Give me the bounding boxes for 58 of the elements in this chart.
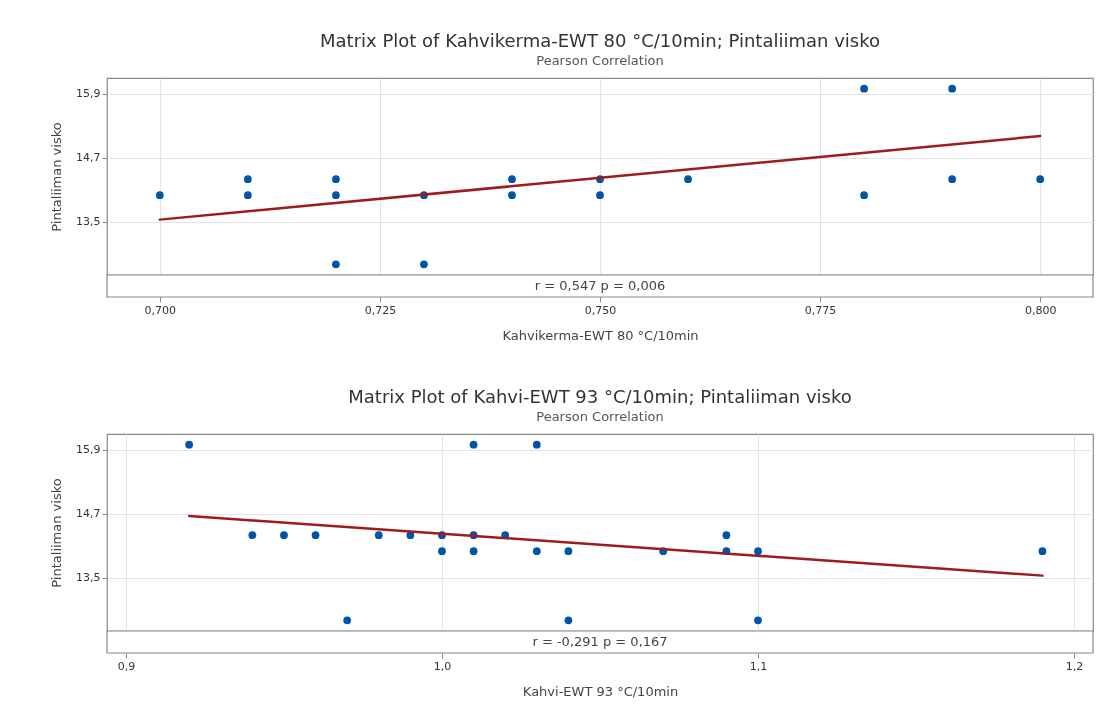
point (684, 175, 692, 184)
point (185, 440, 194, 449)
x-axis-title: Kahvikerma-EWT 80 °C/10min (502, 327, 699, 343)
point (532, 440, 541, 449)
chart-subtitle: Pearson Correlation (536, 409, 664, 424)
point (508, 191, 516, 199)
point (243, 191, 252, 199)
point (564, 547, 573, 555)
x-tick-label: 0,775 (804, 303, 837, 317)
y-tick-label: 14,7 (76, 507, 101, 521)
point (948, 175, 957, 184)
point (469, 547, 478, 555)
y-axis-title: Pintaliiman visko (49, 478, 65, 588)
x-tick-label: 0,800 (1024, 303, 1057, 317)
point (243, 175, 252, 184)
x-axis-title: Kahvi-EWT 93 °C/10min (522, 683, 679, 699)
point (860, 191, 868, 199)
point (948, 84, 957, 93)
x-tick-label: 1,0 (433, 659, 452, 673)
x-tick-label: 0,9 (117, 659, 136, 673)
y-tick-label: 13,5 (76, 571, 101, 585)
x-tick-label: 1,2 (1065, 659, 1084, 673)
point (1038, 547, 1047, 555)
point (596, 191, 604, 199)
text: r = -0,291 p = 0,167 (532, 634, 668, 649)
point (248, 531, 257, 540)
x-tick-label: 0,700 (144, 303, 177, 317)
y-tick-label: 14,7 (76, 151, 101, 165)
point (280, 531, 288, 540)
text: r = 0,547 p = 0,006 (534, 278, 666, 293)
point (374, 531, 383, 540)
point (311, 531, 320, 540)
point (155, 191, 164, 199)
point (438, 547, 446, 555)
point (469, 440, 478, 449)
chart-title: Matrix Plot of Kahvi-EWT 93 °C/10min; Pintaliiman visko (348, 386, 852, 407)
chart-title: Matrix Plot of Kahvikerma-EWT 80 °C/10min; Pintaliiman visko (320, 30, 880, 51)
x-tick-label: 1,1 (749, 659, 768, 673)
x-tick-label: 0,750 (584, 303, 617, 317)
point (332, 175, 340, 184)
point (722, 531, 731, 540)
point (420, 260, 428, 269)
y-axis-title: Pintaliiman visko (49, 122, 65, 232)
point (1036, 175, 1045, 184)
point (508, 175, 516, 184)
y-tick-label: 15,9 (76, 87, 101, 101)
point (332, 260, 340, 269)
x-tick-label: 0,725 (364, 303, 397, 317)
y-tick-label: 15,9 (76, 443, 101, 457)
point (754, 616, 762, 625)
point (343, 616, 352, 625)
point (332, 191, 340, 199)
point (532, 547, 541, 555)
y-tick-label: 13,5 (76, 215, 101, 229)
point (860, 84, 868, 93)
chart-subtitle: Pearson Correlation (536, 53, 664, 68)
point (754, 547, 762, 555)
point (564, 616, 573, 625)
